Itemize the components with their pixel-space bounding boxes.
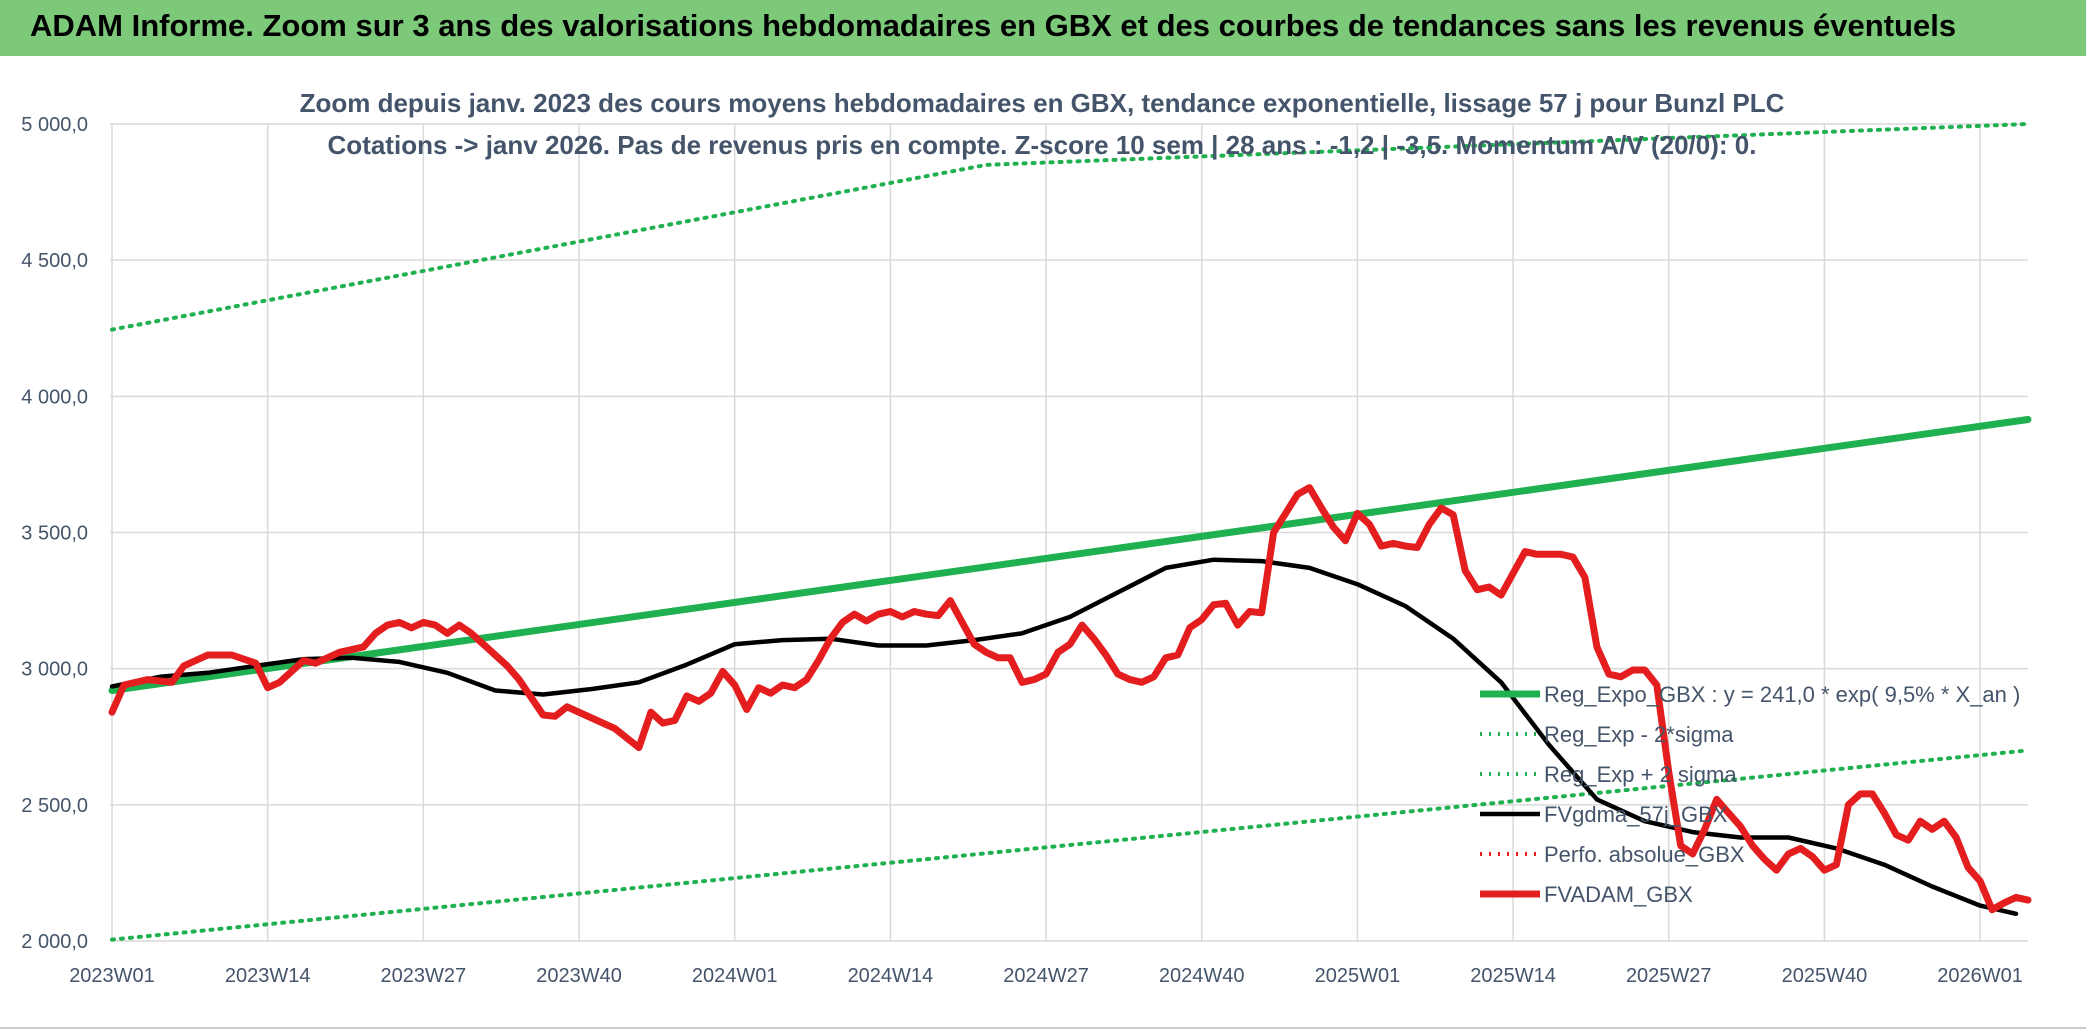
x-tick-label: 2024W40 [1159, 965, 1245, 987]
x-tick-label: 2023W14 [225, 965, 311, 987]
page-title: ADAM Informe. Zoom sur 3 ans des valoris… [30, 8, 1957, 43]
y-tick-label: 2 500,0 [21, 795, 88, 817]
x-tick-label: 2024W27 [1003, 965, 1089, 987]
x-tick-label: 2025W01 [1315, 965, 1401, 987]
x-tick-label: 2025W14 [1470, 965, 1556, 987]
x-tick-label: 2023W27 [381, 965, 467, 987]
grid [110, 123, 2028, 942]
x-tick-label: 2026W01 [1937, 965, 2023, 987]
series-group [108, 122, 2032, 942]
y-tick-label: 4 000,0 [21, 386, 88, 408]
legend: Reg_Expo_GBX : y = 241,0 * exp( 9,5% * X… [1480, 682, 2020, 907]
x-tick-label: 2024W01 [692, 965, 778, 987]
legend-label: FVADAM_GBX [1544, 882, 1693, 907]
legend-label: FVgdma_57j_GBX [1544, 802, 1728, 827]
series-line-1 [110, 748, 2030, 942]
series-line-2 [110, 122, 2030, 332]
x-axis: 2023W01 2023W14 2023W27 2023W40 2024W01 2024W… [69, 965, 2023, 987]
y-tick-label: 2 000,0 [21, 931, 88, 953]
x-tick-label: 2025W27 [1626, 965, 1712, 987]
series-line-5 [108, 484, 2032, 914]
y-tick-label: 4 500,0 [21, 250, 88, 272]
header-banner: ADAM Informe. Zoom sur 3 ans des valoris… [0, 0, 2086, 56]
x-tick-label: 2025W40 [1782, 965, 1868, 987]
chart-title: Zoom depuis janv. 2023 des cours moyens … [300, 88, 1785, 118]
legend-label: Reg_Exp - 2*sigma [1544, 722, 1734, 747]
bottom-border [0, 1027, 2086, 1029]
legend-label: Reg_Expo_GBX : y = 241,0 * exp( 9,5% * X… [1544, 682, 2020, 707]
y-tick-label: 3 500,0 [21, 523, 88, 545]
x-tick-label: 2023W01 [69, 965, 155, 987]
y-tick-label: 5 000,0 [21, 114, 88, 136]
legend-label: Reg_Exp + 2 sigma [1544, 762, 1737, 787]
legend-label: Perfo. absolue_GBX [1544, 842, 1745, 867]
chart-subtitle: Cotations -> janv 2026. Pas de revenus p… [328, 130, 1757, 160]
series-line-3 [109, 557, 2019, 917]
x-tick-label: 2024W14 [848, 965, 934, 987]
series-line-0 [108, 416, 2032, 694]
x-tick-label: 2023W40 [536, 965, 622, 987]
y-axis: 2 000,0 2 500,0 3 000,0 3 500,0 4 000,0 4 500… [21, 114, 88, 953]
y-tick-label: 3 000,0 [21, 659, 88, 681]
